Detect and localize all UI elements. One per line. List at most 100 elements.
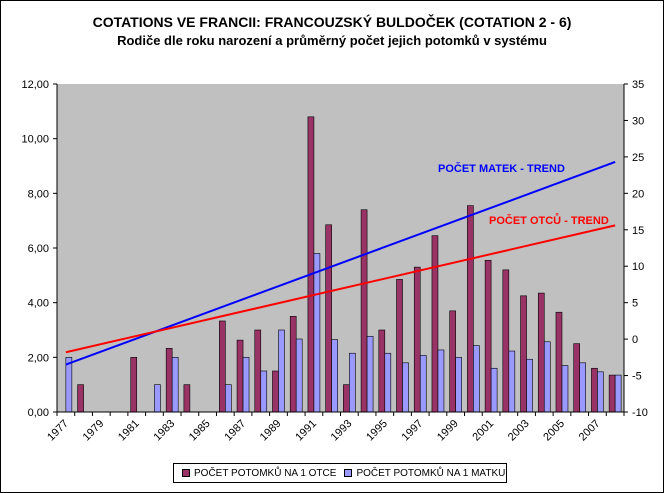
bar-matku-1998 bbox=[437, 349, 445, 413]
legend-label-otce: POČET POTOMKŮ NA 1 OTCE bbox=[194, 467, 337, 479]
bar-otce-1986 bbox=[219, 320, 226, 413]
bar-matku-1991 bbox=[313, 253, 321, 413]
trend-label-matek: POČET MATEK - TREND bbox=[438, 162, 565, 175]
y2-tick-label: -5 bbox=[632, 371, 642, 383]
y2-tick-label: -10 bbox=[632, 407, 648, 419]
bar-otce-1998 bbox=[431, 235, 439, 413]
bar-matku-2003 bbox=[526, 358, 533, 413]
x-tick-label: 1979 bbox=[81, 418, 107, 444]
y2-tick-label: 30 bbox=[632, 115, 644, 127]
x-tick-label: 1987 bbox=[222, 418, 248, 444]
legend-item-matku: POČET POTOMKŮ NA 1 MATKU bbox=[344, 468, 505, 479]
bar-otce-1996 bbox=[396, 279, 403, 413]
trend-label-otcu: POČET OTCŮ - TREND bbox=[489, 213, 609, 227]
legend-swatch-otce bbox=[182, 469, 190, 477]
bar-matku-1977 bbox=[65, 357, 73, 413]
bar-otce-1993 bbox=[343, 384, 350, 413]
bar-otce-2006 bbox=[573, 343, 581, 413]
x-tick-label: 1977 bbox=[45, 418, 71, 444]
chart-title: COTATIONS VE FRANCII: FRANCOUZSKÝ BULDOČ… bbox=[92, 14, 572, 30]
bar-otce-2002 bbox=[502, 269, 510, 413]
bar-otce-2007 bbox=[591, 367, 598, 413]
y2-tick-label: 35 bbox=[632, 79, 644, 91]
bar-otce-1992 bbox=[325, 224, 332, 413]
y2-tick-label: 25 bbox=[632, 152, 644, 164]
y-tick-label: 10,00 bbox=[21, 134, 49, 146]
legend: POČET POTOMKŮ NA 1 OTCE POČET POTOMKŮ NA… bbox=[173, 463, 507, 483]
bar-matku-1994 bbox=[366, 335, 374, 413]
bar-otce-2003 bbox=[520, 295, 527, 413]
legend-swatch-matku bbox=[344, 469, 353, 477]
bar-matku-1990 bbox=[295, 338, 303, 413]
bar-otce-1981 bbox=[130, 357, 138, 413]
y-tick-label: 8,00 bbox=[28, 188, 49, 200]
bar-matku-1997 bbox=[419, 355, 427, 413]
bar-otce-1983 bbox=[165, 348, 173, 413]
bar-matku-1986 bbox=[225, 384, 232, 413]
bar-matku-2004 bbox=[543, 341, 551, 413]
bar-otce-1987 bbox=[236, 339, 244, 413]
bar-matku-1987 bbox=[242, 357, 250, 413]
bar-matku-1988 bbox=[260, 370, 268, 413]
y2-tick-label: 20 bbox=[632, 188, 644, 200]
x-tick-label: 2005 bbox=[541, 418, 567, 444]
bar-otce-2000 bbox=[467, 205, 474, 413]
bar-matku-2000 bbox=[473, 345, 480, 413]
bar-otce-2004 bbox=[537, 292, 545, 413]
y2-tick-label: 10 bbox=[632, 261, 644, 273]
bar-otce-1989 bbox=[272, 370, 279, 413]
x-tick-label: 1991 bbox=[293, 418, 319, 444]
bar-otce-1978 bbox=[77, 384, 84, 413]
bar-matku-2002 bbox=[508, 350, 516, 413]
bar-otce-1994 bbox=[360, 209, 368, 413]
bar-matku-2001 bbox=[490, 367, 498, 413]
y2-tick-label: 5 bbox=[632, 298, 638, 310]
bars-group bbox=[65, 116, 622, 413]
bar-otce-1999 bbox=[449, 310, 456, 413]
bar-otce-1988 bbox=[254, 329, 262, 413]
bar-matku-1992 bbox=[331, 339, 338, 413]
y-tick-label: 4,00 bbox=[28, 298, 49, 310]
bar-otce-2001 bbox=[484, 259, 492, 413]
x-tick-label: 1993 bbox=[329, 418, 355, 444]
x-tick-label: 1983 bbox=[151, 418, 177, 444]
y-tick-label: 12,00 bbox=[21, 79, 49, 91]
chart-subtitle: Rodiče dle roku narození a průměrný poče… bbox=[117, 33, 547, 48]
bar-otce-2008 bbox=[608, 374, 616, 413]
x-tick-label: 1997 bbox=[400, 418, 426, 444]
bar-matku-1982 bbox=[154, 384, 161, 413]
bar-matku-1993 bbox=[349, 352, 356, 413]
bar-otce-1991 bbox=[307, 116, 315, 413]
bar-otce-1984 bbox=[183, 384, 191, 413]
y-tick-label: 0,00 bbox=[28, 407, 49, 419]
trendline-otcu bbox=[65, 224, 616, 354]
plot-area bbox=[57, 84, 624, 412]
bar-matku-1995 bbox=[384, 352, 392, 413]
y2-tick-label: 15 bbox=[632, 225, 644, 237]
bar-matku-1999 bbox=[455, 357, 462, 413]
bar-matku-1989 bbox=[278, 329, 285, 413]
bar-otce-1995 bbox=[378, 329, 386, 413]
trendlines-group bbox=[65, 161, 616, 366]
legend-label-matku: POČET POTOMKŮ NA 1 MATKU bbox=[356, 467, 506, 479]
x-tick-label: 1995 bbox=[364, 418, 390, 444]
x-tick-label: 1981 bbox=[116, 418, 142, 444]
bar-otce-1990 bbox=[289, 316, 297, 413]
bar-otce-2005 bbox=[555, 311, 563, 413]
x-tick-label: 1989 bbox=[258, 418, 284, 444]
x-tick-label: 2003 bbox=[506, 418, 532, 444]
x-tick-label: 1985 bbox=[187, 418, 213, 444]
x-tick-label: 1999 bbox=[435, 418, 461, 444]
bar-matku-2007 bbox=[597, 371, 604, 413]
bar-matku-1983 bbox=[171, 357, 179, 413]
legend-item-otce: POČET POTOMKŮ NA 1 OTCE bbox=[182, 468, 336, 479]
x-tick-label: 2001 bbox=[470, 418, 496, 444]
y2-tick-label: 0 bbox=[632, 334, 638, 346]
y-tick-label: 2,00 bbox=[28, 352, 49, 364]
bar-matku-2005 bbox=[561, 365, 569, 413]
bar-matku-2006 bbox=[579, 362, 587, 413]
bar-matku-1996 bbox=[402, 362, 409, 413]
bar-otce-1997 bbox=[413, 266, 421, 413]
y-tick-label: 6,00 bbox=[28, 243, 49, 255]
